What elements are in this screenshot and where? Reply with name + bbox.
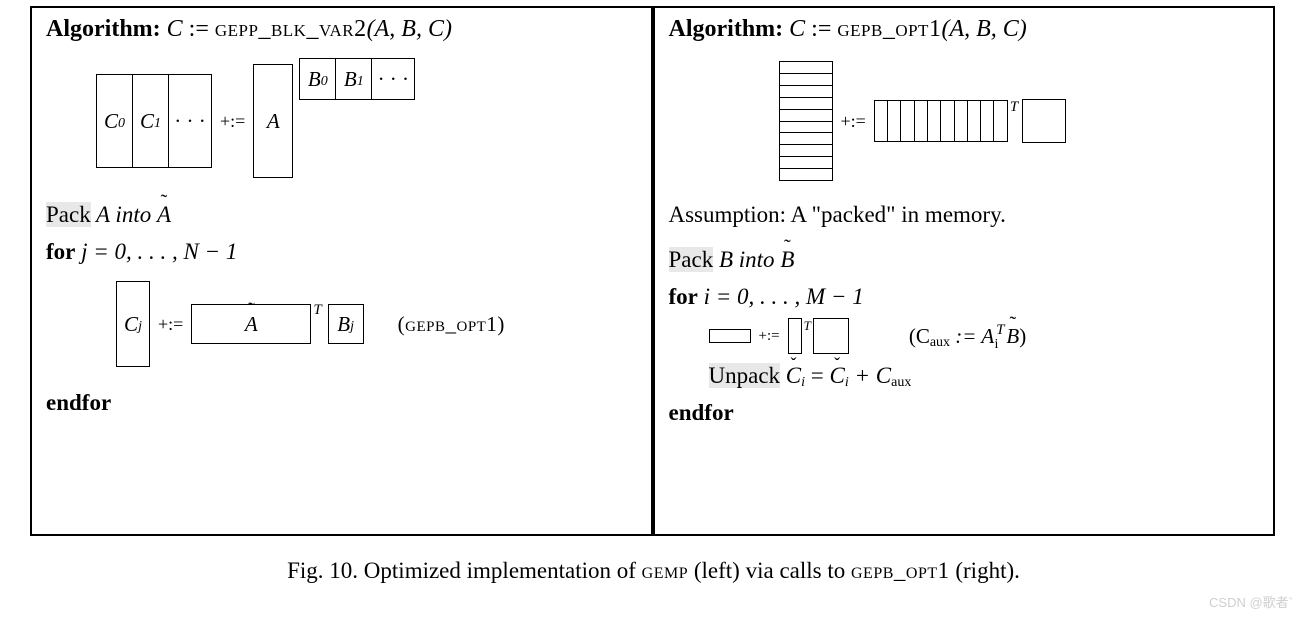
figure-box: Algorithm: C := gepp_blk_var2(A, B, C) C…	[30, 6, 1275, 536]
assumption-line: Assumption: A "packed" in memory.	[669, 199, 1260, 230]
a-box: A	[253, 64, 293, 178]
cj-box: Cj	[116, 281, 150, 367]
left-for-line: for j = 0, . . . , N − 1	[46, 236, 637, 267]
watermark: CSDN @歌者`	[1209, 592, 1293, 611]
fn-name: gepp_blk_var2	[215, 16, 367, 42]
right-pack-line: Pack B into B	[669, 244, 1260, 275]
ai-small	[788, 318, 802, 354]
left-pack-line: Pack A into A	[46, 199, 637, 230]
b-small	[813, 318, 849, 354]
c-panels: C0 C1 · · ·	[96, 74, 212, 168]
caux-expr: (Caux := ATiB)	[909, 322, 1026, 350]
figure-caption: Fig. 10. Optimized implementation of gem…	[0, 558, 1307, 584]
unpack-line: Unpack Ci = Ci + Caux	[709, 360, 1260, 391]
right-algo-header: Algorithm: C := gepb_opt1(A, B, C)	[669, 16, 1260, 43]
b-panels: B0 B1 · · ·	[299, 58, 415, 100]
right-for-line: for i = 0, . . . , M − 1	[669, 281, 1260, 312]
plus-assign: +:=	[220, 111, 245, 132]
left-top-diagram: C0 C1 · · · +:= A B0 B1 · · ·	[96, 61, 637, 181]
result-var: C	[167, 16, 183, 42]
b-box	[1022, 99, 1066, 143]
ci-small	[709, 329, 751, 343]
left-algo-header: Algorithm: C := gepp_blk_var2(A, B, C)	[46, 16, 637, 43]
fn-args: (A, B, C)	[367, 16, 452, 42]
a-stripes	[874, 100, 1008, 142]
transpose-sup: T	[313, 302, 321, 319]
assign-op: :=	[189, 16, 209, 42]
right-panel: Algorithm: C := gepb_opt1(A, B, C) +:= T…	[655, 8, 1274, 534]
right-inner-diagram: +:= T (Caux := ATiB)	[709, 318, 1260, 354]
left-endfor: endfor	[46, 387, 637, 418]
right-top-diagram: +:= T	[779, 61, 1260, 181]
left-inner-diagram: Cj +:= A T Bj (gepb_opt1)	[116, 279, 637, 369]
right-endfor: endfor	[669, 397, 1260, 428]
left-panel: Algorithm: C := gepp_blk_var2(A, B, C) C…	[32, 8, 651, 534]
bj-box: Bj	[328, 304, 364, 344]
gepb-label: (gepb_opt1)	[398, 312, 505, 337]
algo-label: Algorithm:	[46, 16, 161, 42]
atilde-box: A	[191, 304, 311, 344]
c-stripes	[779, 61, 833, 181]
